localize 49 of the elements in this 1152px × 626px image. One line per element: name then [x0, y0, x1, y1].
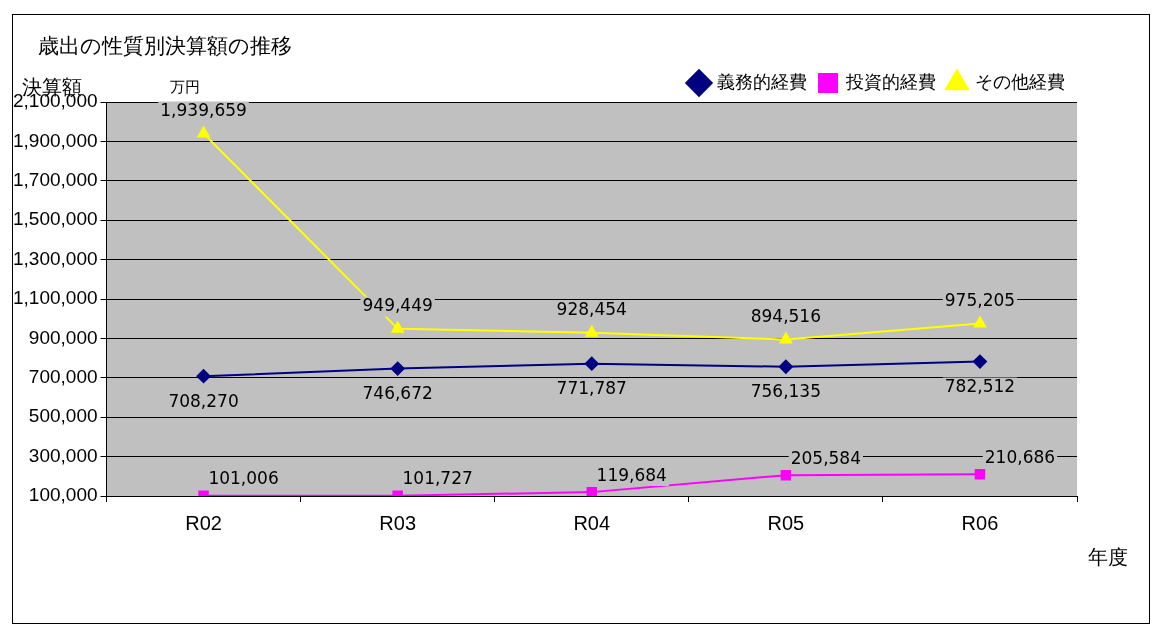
data-label: 975,205: [944, 290, 1016, 311]
x-axis-title: 年度: [1088, 544, 1128, 571]
point: [973, 316, 987, 328]
point: [780, 469, 792, 481]
data-label: 210,686: [984, 446, 1056, 467]
y-tick-label: 900,000: [28, 326, 98, 348]
point: [197, 126, 210, 138]
data-label: 928,454: [556, 299, 627, 320]
point: [586, 486, 598, 496]
x-tick-label: R03: [379, 511, 417, 534]
data-label: 746,672: [362, 383, 433, 404]
y-tick-label: 1,900,000: [12, 129, 98, 151]
point: [974, 468, 986, 480]
y-tick-label: 300,000: [28, 444, 98, 466]
data-label: 894,516: [750, 305, 822, 326]
data-label: 756,135: [750, 381, 822, 402]
y-tick-label: 500,000: [28, 405, 98, 427]
y-tick-label: 1,100,000: [12, 287, 98, 309]
data-label: 101,006: [208, 468, 279, 489]
data-label: 782,512: [944, 375, 1016, 396]
y-tick-label: 1,500,000: [12, 208, 98, 230]
point: [390, 361, 405, 376]
data-label: 119,684: [596, 464, 667, 485]
data-label: 1,939,659: [160, 100, 247, 121]
chart-title: 歳出の性質別決算額の推移: [38, 33, 292, 60]
text: 万円: [170, 78, 200, 97]
data-label: 771,787: [556, 378, 627, 399]
data-label: 949,449: [362, 295, 433, 316]
point: [584, 356, 599, 371]
x-tick-label: R04: [573, 511, 611, 534]
point: [391, 321, 404, 333]
point: [778, 359, 793, 374]
legend-label: 投資的経費: [845, 70, 936, 92]
legend-label: その他経費: [975, 70, 1065, 92]
y-tick-label: 100,000: [28, 484, 98, 506]
y-tick-label: 1,300,000: [12, 247, 98, 269]
x-tick-label: R02: [185, 511, 222, 534]
data-label: 708,270: [168, 390, 239, 411]
x-tick-label: R05: [767, 511, 805, 534]
data-label: 205,584: [790, 447, 862, 468]
legend-label: 義務的経費: [717, 70, 807, 92]
y-tick-label: 1,700,000: [12, 169, 98, 191]
point: [196, 369, 211, 384]
x-tick-label: R06: [961, 511, 999, 534]
point: [779, 332, 793, 344]
point: [585, 325, 598, 337]
data-label: 101,727: [402, 468, 473, 489]
point: [972, 354, 987, 369]
y-tick-label: 700,000: [28, 366, 98, 388]
